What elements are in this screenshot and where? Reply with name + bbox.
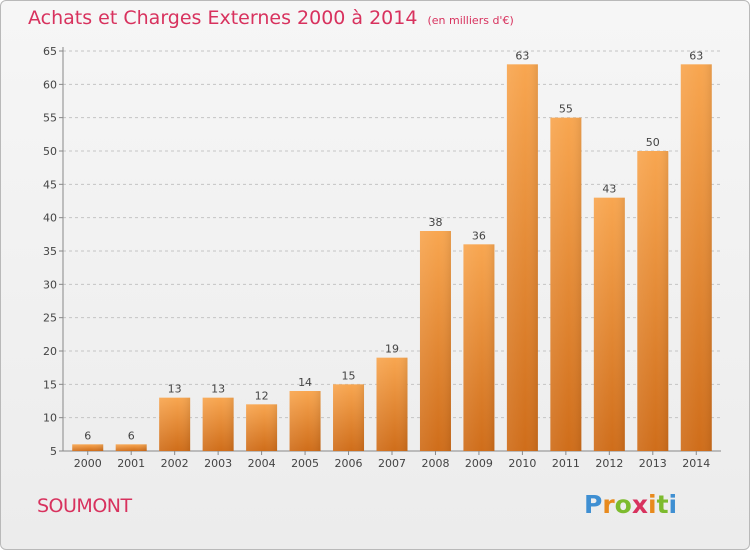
y-tick-label: 30: [43, 278, 57, 291]
bar-shade-2014: [680, 64, 712, 452]
x-tick-label: 2004: [248, 457, 276, 470]
title-text: Achats et Charges Externes 2000 à 2014: [28, 7, 418, 29]
y-tick-label: 10: [43, 412, 57, 425]
y-tick-label: 50: [43, 145, 57, 158]
data-label: 63: [689, 49, 703, 62]
x-tick-label: 2007: [378, 457, 406, 470]
data-label: 6: [128, 429, 135, 442]
data-label: 50: [646, 136, 660, 149]
y-tick-label: 15: [43, 378, 57, 391]
axes: 5 10 15 20 25 30 35 40 45 50 55 60 65 2000 2001 2002 200…: [43, 45, 721, 470]
x-tick-label: 2001: [117, 457, 145, 470]
x-tick-label: 2011: [552, 457, 580, 470]
x-tick-label: 2009: [465, 457, 493, 470]
bar-shade-2003: [202, 397, 234, 451]
data-label: 15: [342, 369, 356, 382]
y-tick-label: 5: [50, 445, 57, 458]
x-tick-label: 2003: [204, 457, 232, 470]
x-tick-label: 2014: [682, 457, 710, 470]
y-tick-label: 45: [43, 178, 57, 191]
data-label: 63: [515, 49, 529, 62]
bar-shade-2004: [246, 404, 278, 451]
bar-shade-2011: [550, 117, 582, 452]
bar-shade-2007: [376, 357, 408, 451]
data-label: 12: [255, 389, 269, 402]
chart-title: Achats et Charges Externes 2000 à 2014 (e…: [28, 7, 514, 29]
bar-shade-2005: [289, 391, 321, 451]
x-tick-label: 2010: [508, 457, 536, 470]
bar-shade-2002: [159, 397, 191, 451]
data-labels: 6 6 13 13 12 14 15 19 38 36 63 55 43 50 63: [84, 49, 703, 442]
title-unit: (en milliers d'€): [427, 14, 514, 27]
y-tick-label: 40: [43, 212, 57, 225]
data-label: 14: [298, 376, 312, 389]
data-label: 36: [472, 229, 486, 242]
commune-name: SOUMONT: [37, 495, 132, 517]
bar-shade-2010: [506, 64, 538, 452]
data-label: 38: [428, 216, 442, 229]
bar-shade-2008: [419, 231, 451, 451]
bar-shade-2006: [333, 384, 365, 451]
x-tick-label: 2006: [335, 457, 363, 470]
x-tick-label: 2005: [291, 457, 319, 470]
x-tick-label: 2000: [74, 457, 102, 470]
data-label: 13: [168, 383, 182, 396]
y-tick-label: 35: [43, 245, 57, 258]
data-label: 55: [559, 103, 573, 116]
y-tick-label: 55: [43, 112, 57, 125]
bar-shade-2000: [72, 444, 104, 451]
proxiti-logo[interactable]: Proxiti: [584, 490, 678, 519]
data-label: 43: [602, 183, 616, 196]
y-tick-label: 60: [43, 78, 57, 91]
bar-shade-2001: [115, 444, 147, 451]
x-tick-label: 2013: [639, 457, 667, 470]
x-tick-label: 2002: [161, 457, 189, 470]
y-tick-label: 65: [43, 45, 57, 58]
x-tick-label: 2008: [421, 457, 449, 470]
bar-shade-2012: [593, 197, 625, 451]
bar-shade-2013: [637, 151, 669, 451]
x-tick-label: 2012: [595, 457, 623, 470]
data-label: 19: [385, 343, 399, 356]
data-label: 6: [84, 429, 91, 442]
y-tick-label: 25: [43, 312, 57, 325]
bars: [72, 64, 712, 452]
data-label: 13: [211, 383, 225, 396]
y-tick-label: 20: [43, 345, 57, 358]
bar-shade-2009: [463, 244, 495, 451]
